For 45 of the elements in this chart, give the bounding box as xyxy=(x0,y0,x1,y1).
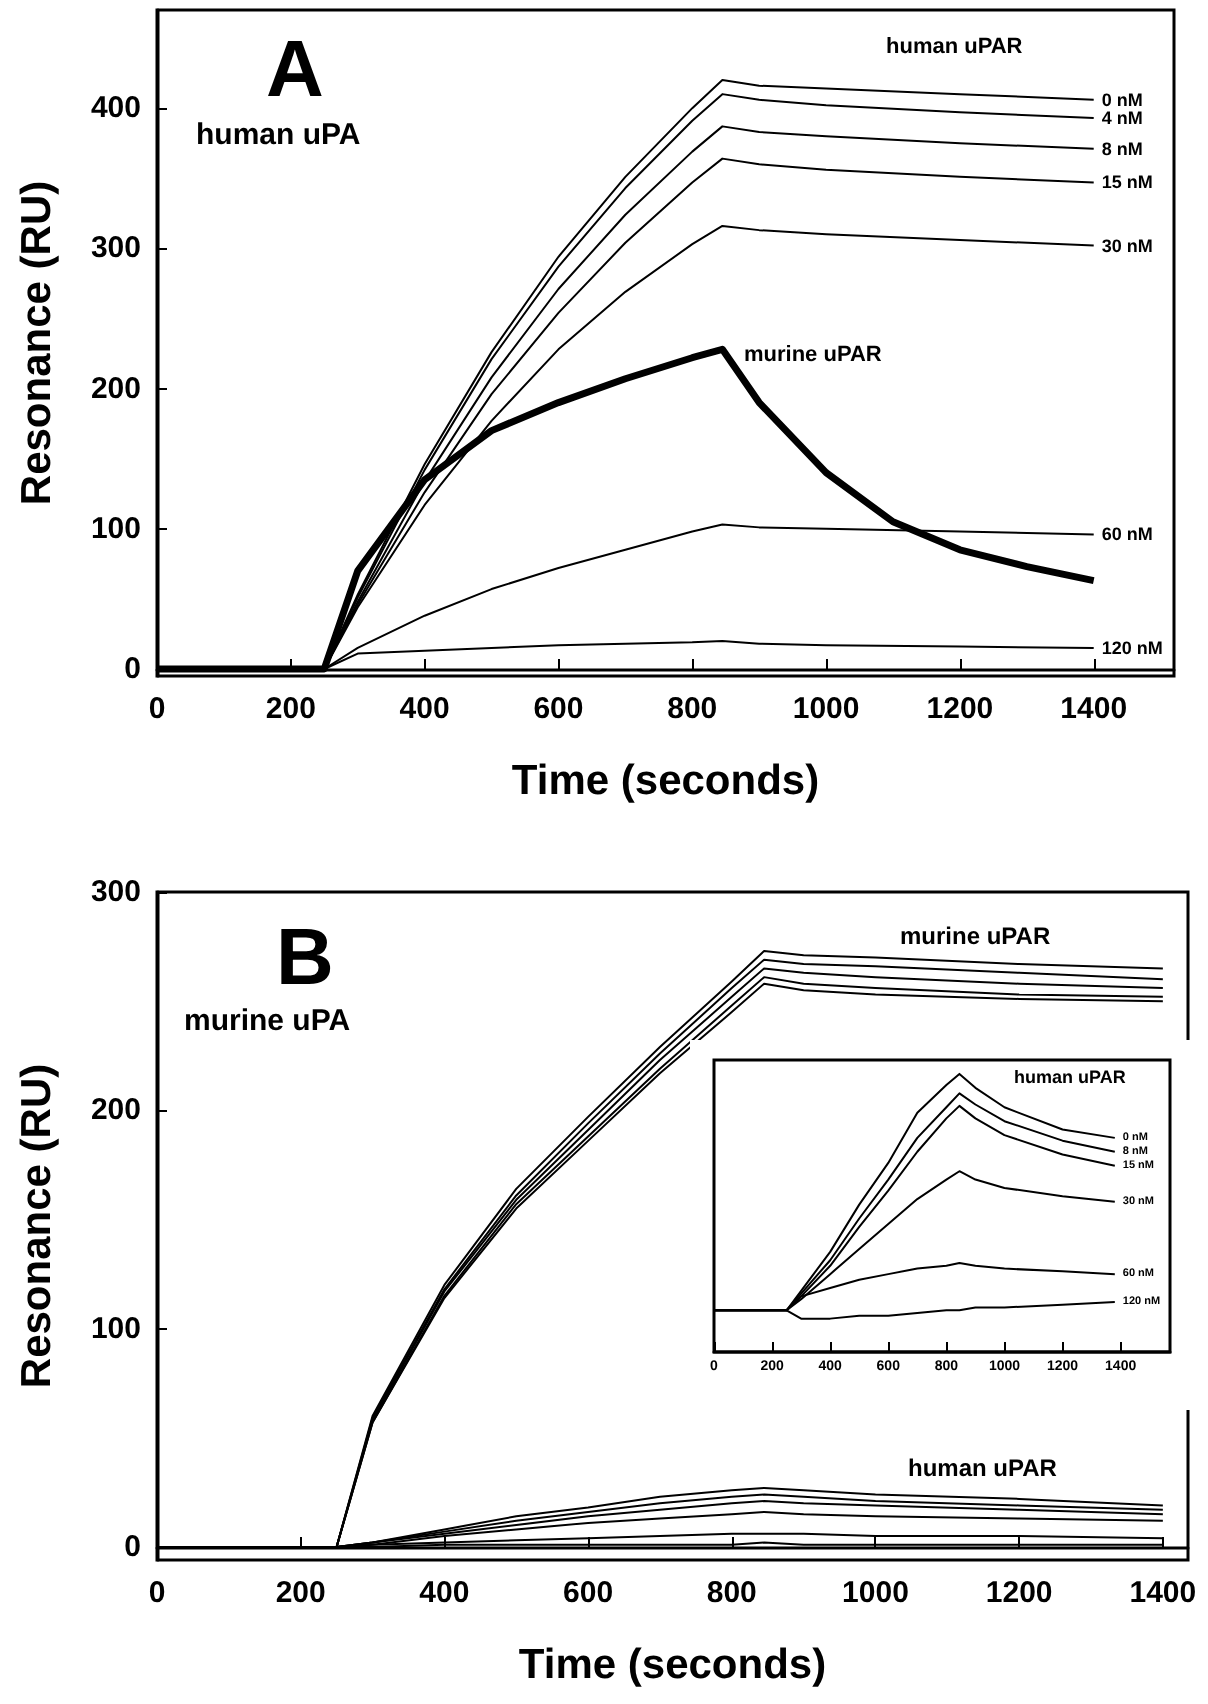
x-tick-label: 1200 xyxy=(985,1576,1053,1610)
y-tick-label: 200 xyxy=(90,371,141,406)
x-tick-label: 800 xyxy=(706,1576,757,1610)
x-tick-label: 1000 xyxy=(792,692,860,726)
series-label: 8 nM xyxy=(1101,138,1143,159)
series-label: 15 nM xyxy=(1101,172,1153,193)
x-tick-label: 600 xyxy=(533,692,584,726)
annotation: murine uPAR xyxy=(744,343,882,367)
x-tick-label: 0 xyxy=(148,692,166,726)
y-axis-title: Resonance (RU) xyxy=(14,180,60,506)
x-tick-label: 1400 xyxy=(1060,692,1128,726)
x-axis-title: Time (seconds) xyxy=(511,758,820,804)
series-label: 4 nM xyxy=(1101,107,1143,128)
annotation: murine uPA xyxy=(184,1004,351,1038)
series-label: 120 nM xyxy=(1101,637,1163,658)
y-tick-label: 300 xyxy=(90,231,141,266)
y-tick-label: 0 xyxy=(124,1529,141,1564)
x-axis-title: Time (seconds) xyxy=(518,1642,827,1688)
x-tick-label: 400 xyxy=(399,692,450,726)
y-tick-label: 200 xyxy=(90,1093,141,1128)
annotation: human uPAR xyxy=(1014,1067,1127,1087)
x-tick-label: 1000 xyxy=(842,1576,909,1610)
annotation: human uPAR xyxy=(886,35,1023,59)
x-tick-label: 1400 xyxy=(1129,1576,1197,1610)
x-tick-label: 400 xyxy=(419,1576,470,1610)
y-tick-label: 100 xyxy=(90,1311,141,1346)
annotation: human uPA xyxy=(196,118,361,152)
x-tick-label: 0 xyxy=(148,1576,166,1610)
series-label: 0 nM xyxy=(1101,89,1143,110)
y-axis-title: Resonance (RU) xyxy=(14,1063,60,1389)
x-tick-label: 600 xyxy=(563,1576,614,1610)
x-tick-label: 1200 xyxy=(926,692,994,726)
annotation: murine uPAR xyxy=(900,922,1051,950)
x-tick-label: 200 xyxy=(275,1576,326,1610)
series-label: 60 nM xyxy=(1101,524,1153,545)
chart-title: B xyxy=(276,914,334,1002)
series-label: 30 nM xyxy=(1101,235,1153,256)
y-tick-label: 400 xyxy=(90,91,141,126)
y-tick-label: 300 xyxy=(90,875,141,909)
annotation: human uPAR xyxy=(908,1454,1058,1482)
y-tick-label: 100 xyxy=(90,511,141,546)
chart-title: A xyxy=(266,26,324,114)
y-tick-label: 0 xyxy=(124,651,141,686)
x-tick-label: 200 xyxy=(265,692,316,726)
x-tick-label: 800 xyxy=(667,692,718,726)
